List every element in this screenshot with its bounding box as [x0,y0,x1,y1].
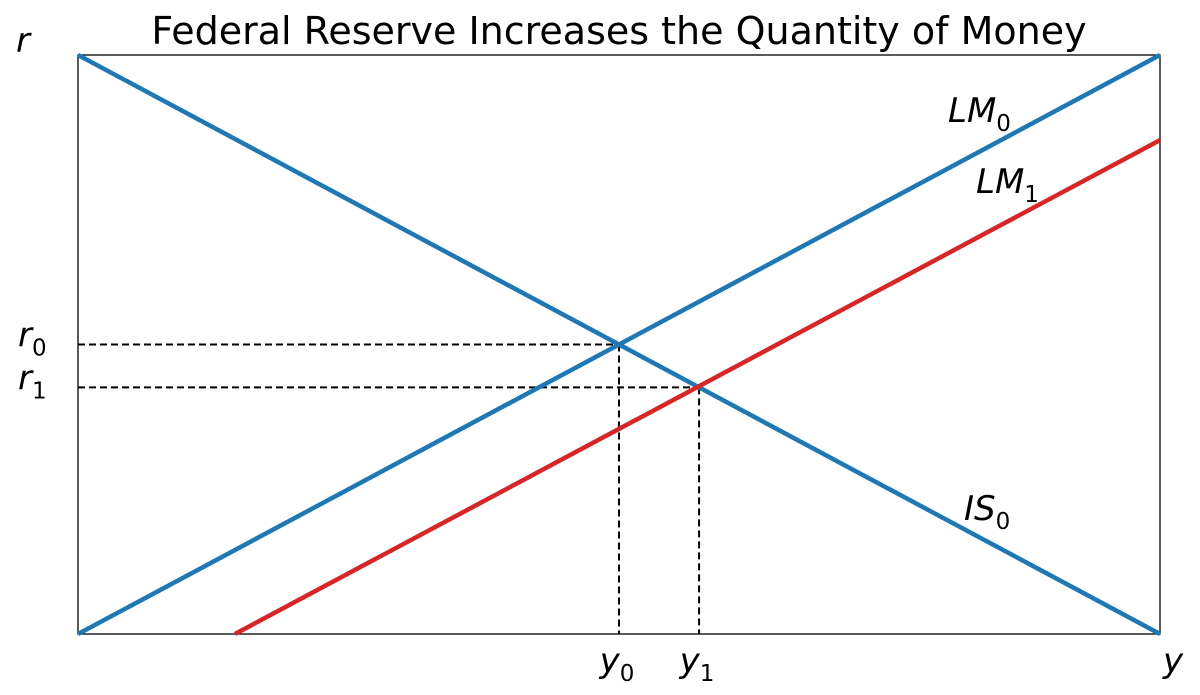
tick-label-r0: r0 [18,316,47,362]
curve-lm1 [233,138,1162,636]
curve-label-lm1: LM1 [976,162,1039,208]
tick-label-r1: r1 [18,358,47,404]
plot-area: r0 y0 r1 y1 IS0 LM0 LM1 [18,53,1162,687]
chart-title: Federal Reserve Increases the Quantity o… [151,9,1086,53]
y-axis-label: r [16,21,32,61]
x-axis-label: y [1162,641,1184,681]
curve-label-lm0: LM0 [948,91,1011,137]
tick-label-y0: y0 [599,641,635,687]
curve-label-is0: IS0 [964,489,1010,535]
tick-label-y1: y1 [679,641,715,687]
curve-lm0 [76,53,1162,636]
